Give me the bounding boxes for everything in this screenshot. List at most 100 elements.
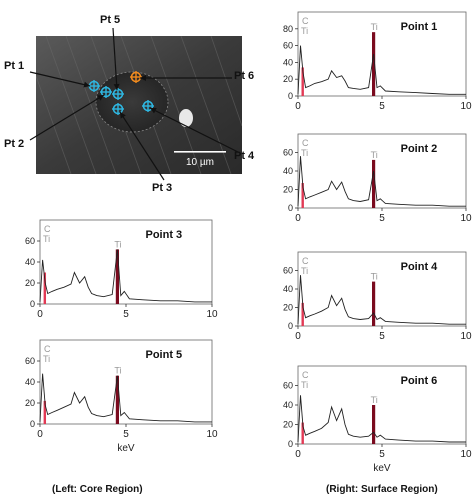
x-tick-label: 10 <box>460 331 472 342</box>
plot-frame <box>297 251 467 327</box>
x-tick-label: 5 <box>123 309 129 320</box>
marker-pt2 <box>100 86 112 98</box>
y-tick-label: 0 <box>288 203 293 213</box>
element-label-c: C <box>302 16 309 26</box>
caption-left: (Left: Core Region) <box>52 484 143 495</box>
callout-pt2: Pt 2 <box>4 138 25 150</box>
peak-line-c <box>43 400 47 424</box>
plot-title: Point 1 <box>401 21 438 33</box>
peak-line-ti <box>372 281 376 326</box>
y-tick-label: 60 <box>283 41 293 51</box>
peak-line-ti <box>115 249 119 304</box>
y-tick-label: 0 <box>288 439 293 449</box>
grain-region <box>95 71 169 133</box>
y-tick-label: 20 <box>25 278 35 288</box>
scale-bar-label: 10 µm <box>186 157 214 168</box>
callout-pt1: Pt 1 <box>4 60 25 72</box>
element-label-ti: Ti <box>301 266 308 276</box>
y-tick-label: 60 <box>283 381 293 391</box>
x-tick-label: 0 <box>37 309 43 320</box>
peak-line-ti <box>372 405 376 444</box>
y-tick-label: 0 <box>288 91 293 101</box>
element-label-c: C <box>302 138 309 148</box>
x-tick-label: 5 <box>123 429 129 440</box>
spectrum-line <box>39 373 212 423</box>
y-tick-label: 0 <box>30 419 35 429</box>
y-tick-label: 60 <box>25 356 35 366</box>
plot-title: Point 5 <box>146 349 183 361</box>
y-tick-label: 0 <box>288 321 293 331</box>
plot-frame <box>39 219 213 305</box>
plot-frame <box>39 339 213 425</box>
y-tick-label: 40 <box>25 257 35 267</box>
spectrum-line <box>39 249 212 303</box>
element-label-ti-peak: Ti <box>114 239 121 249</box>
marker-pt3 <box>112 103 124 115</box>
y-tick-label: 40 <box>283 284 293 294</box>
peak-line-ti <box>115 375 119 424</box>
x-tick-label: 5 <box>379 101 385 112</box>
element-label-ti-peak: Ti <box>371 150 378 160</box>
x-tick-label: 10 <box>460 213 472 224</box>
x-tick-label: 5 <box>379 213 385 224</box>
element-label-ti-peak: Ti <box>371 272 378 282</box>
y-tick-label: 20 <box>283 420 293 430</box>
y-tick-label: 40 <box>283 166 293 176</box>
x-tick-label: 10 <box>460 449 472 460</box>
y-tick-label: 20 <box>283 74 293 84</box>
x-tick-label: 5 <box>379 331 385 342</box>
callout-pt6: Pt 6 <box>234 70 255 82</box>
marker-pt4 <box>142 100 154 112</box>
element-label-ti: Ti <box>301 380 308 390</box>
y-tick-label: 0 <box>30 299 35 309</box>
callout-pt5: Pt 5 <box>100 14 121 26</box>
element-label-ti-peak: Ti <box>371 395 378 405</box>
peak-line-ti <box>372 159 376 208</box>
element-label-ti-peak: Ti <box>371 22 378 32</box>
x-axis-label: keV <box>373 463 391 474</box>
element-label-c: C <box>44 224 51 234</box>
bright-particle <box>179 109 193 127</box>
element-label-ti: Ti <box>301 148 308 158</box>
spectrum-line <box>297 45 466 95</box>
y-tick-label: 20 <box>283 185 293 195</box>
plot-frame <box>297 365 467 445</box>
y-tick-label: 60 <box>25 236 35 246</box>
x-tick-label: 0 <box>295 101 301 112</box>
element-label-ti: Ti <box>301 26 308 36</box>
peak-line-ti <box>372 32 376 96</box>
y-tick-label: 80 <box>283 24 293 34</box>
x-tick-label: 0 <box>295 449 301 460</box>
caption-right: (Right: Surface Region) <box>326 484 438 495</box>
peak-line-c <box>301 67 304 96</box>
spectrum-line <box>297 275 466 325</box>
plot-title: Point 3 <box>146 229 183 241</box>
x-tick-label: 10 <box>460 101 472 112</box>
element-label-ti: Ti <box>43 234 50 244</box>
y-tick-label: 40 <box>25 377 35 387</box>
plot-title: Point 6 <box>401 375 438 387</box>
plot-frame <box>297 11 467 97</box>
x-tick-label: 0 <box>295 331 301 342</box>
x-tick-label: 0 <box>37 429 43 440</box>
spectrum-line <box>297 395 466 443</box>
element-label-c: C <box>302 256 309 266</box>
spectrum-line <box>297 156 466 207</box>
peak-line-c <box>43 272 47 304</box>
callout-pt3: Pt 3 <box>152 182 173 194</box>
y-tick-label: 40 <box>283 57 293 67</box>
element-label-c: C <box>44 344 51 354</box>
plot-frame <box>297 133 467 209</box>
x-tick-label: 5 <box>379 449 385 460</box>
callout-pt4: Pt 4 <box>234 150 255 162</box>
plot-title: Point 2 <box>401 143 438 155</box>
element-label-c: C <box>302 370 309 380</box>
y-tick-label: 20 <box>25 398 35 408</box>
y-tick-label: 60 <box>283 148 293 158</box>
scale-bar <box>174 151 226 153</box>
plot-title: Point 4 <box>401 261 439 273</box>
x-tick-label: 10 <box>206 309 218 320</box>
